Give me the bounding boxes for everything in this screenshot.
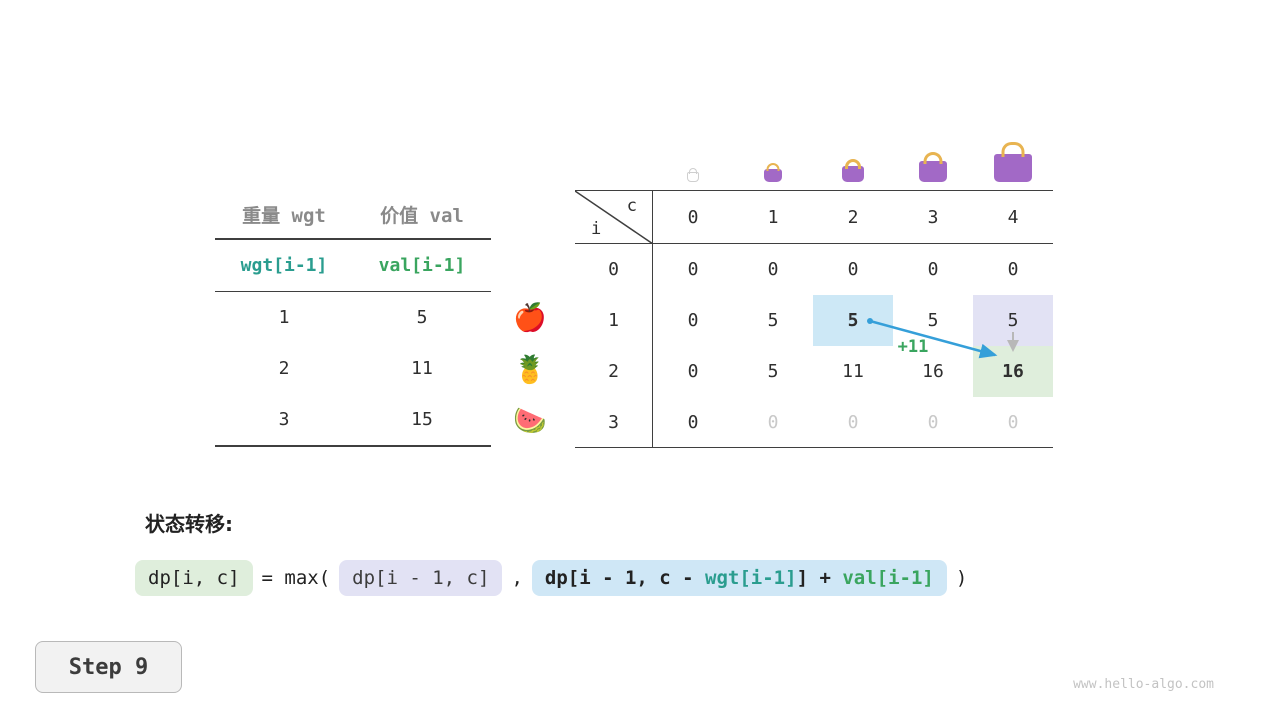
item-3-val: 15 — [411, 409, 433, 430]
dp-cell-transition-source: 5 — [813, 295, 893, 346]
dp-col-header: 1 — [733, 191, 813, 244]
dp-cell: 0 — [1007, 411, 1019, 433]
bag-icon-capacity-1 — [764, 169, 782, 182]
wgt-index-label: wgt[i-1] — [240, 255, 328, 276]
apple-icon: 🍎 — [513, 302, 547, 334]
watermelon-icon: 🍉 — [513, 405, 547, 437]
bag-icon-capacity-3 — [919, 161, 947, 182]
step-indicator: Step 9 — [35, 641, 182, 693]
corner-diagonal-line — [575, 191, 652, 243]
item-2-val: 11 — [411, 358, 433, 379]
dp-cell: 0 — [767, 411, 779, 433]
item-table-header-wgt: 重量 wgt — [242, 204, 326, 227]
item-3-wgt: 3 — [278, 409, 290, 430]
item-1-val: 5 — [416, 307, 428, 328]
dp-col-header: 2 — [813, 191, 893, 244]
formula-close-paren: ) — [955, 567, 968, 589]
dp-cell: 5 — [767, 310, 779, 331]
item-row-3: 3 15 — [215, 394, 491, 445]
dp-row-header: 2 — [575, 346, 653, 397]
dp-cell: 0 — [687, 259, 699, 280]
transition-heading: 状态转移: — [145, 512, 233, 536]
item-row-1: 1 5 — [215, 292, 491, 343]
dp-cell-previous-row: 5 — [973, 295, 1053, 346]
item-row-2: 2 11 — [215, 343, 491, 394]
formula-comma: , — [511, 567, 523, 589]
formula-arg-take: dp[i - 1, c - wgt[i-1]] + val[i-1] — [531, 560, 947, 596]
bag-icon-capacity-2 — [842, 166, 864, 182]
formula-val-token: val[i-1] — [842, 567, 934, 589]
dp-cell: 0 — [687, 310, 699, 331]
formula-arg-take-prefix: dp[i - 1, c - — [544, 567, 706, 589]
formula-lhs: dp[i, c] — [135, 560, 253, 596]
formula-equals-max: = max( — [261, 567, 331, 589]
item-table: 重量 wgt 价值 val wgt[i-1] val[i-1] 1 5 2 11… — [215, 190, 491, 447]
row-axis-label: i — [591, 219, 602, 239]
dp-col-header: 4 — [973, 191, 1053, 244]
item-1-wgt: 1 — [278, 307, 290, 328]
bag-icon-capacity-4 — [994, 154, 1032, 182]
dp-row-header: 1 — [575, 295, 653, 346]
formula-arg-skip: dp[i - 1, c] — [339, 560, 503, 596]
dp-cell: 5 — [767, 361, 779, 382]
pineapple-icon: 🍍 — [513, 354, 547, 386]
dp-cell: 0 — [687, 361, 699, 382]
dp-cell: 0 — [927, 259, 939, 280]
dp-cell: 0 — [767, 259, 779, 280]
dp-cell: 0 — [847, 411, 859, 433]
dp-row-header: 3 — [575, 397, 653, 447]
dp-cell: 0 — [927, 411, 939, 433]
dp-cell: 0 — [847, 259, 859, 280]
watermark: www.hello-algo.com — [1073, 677, 1214, 692]
col-axis-label: c — [626, 196, 637, 216]
dp-cell: 11 — [842, 361, 864, 382]
dp-col-header: 3 — [893, 191, 973, 244]
dp-corner-cell: c i — [575, 191, 653, 244]
dp-col-header: 0 — [653, 191, 733, 244]
dp-cell: 0 — [1007, 259, 1019, 280]
state-transition-formula: dp[i, c] = max( dp[i - 1, c] , dp[i - 1,… — [135, 560, 967, 596]
item-table-header-row: 重量 wgt 价值 val — [215, 190, 491, 240]
dp-cell-current: 16 — [973, 346, 1053, 397]
arrow-value-label: +11 — [897, 337, 929, 357]
val-index-label: val[i-1] — [378, 255, 466, 276]
formula-wgt-token: wgt[i-1] — [705, 567, 797, 589]
item-table-header-val: 价值 val — [380, 204, 464, 227]
dp-table: c i 0 1 2 3 4 0 0 0 0 0 0 1 0 5 5 5 5 2 … — [575, 190, 1053, 448]
item-table-index-row: wgt[i-1] val[i-1] — [215, 240, 491, 292]
bag-icon-capacity-0 — [687, 172, 699, 182]
item-2-wgt: 2 — [278, 358, 290, 379]
dp-cell: 0 — [687, 411, 699, 433]
dp-row-header: 0 — [575, 244, 653, 295]
dp-cell: 16 — [922, 361, 944, 382]
formula-arg-take-mid: ] + — [796, 567, 843, 589]
